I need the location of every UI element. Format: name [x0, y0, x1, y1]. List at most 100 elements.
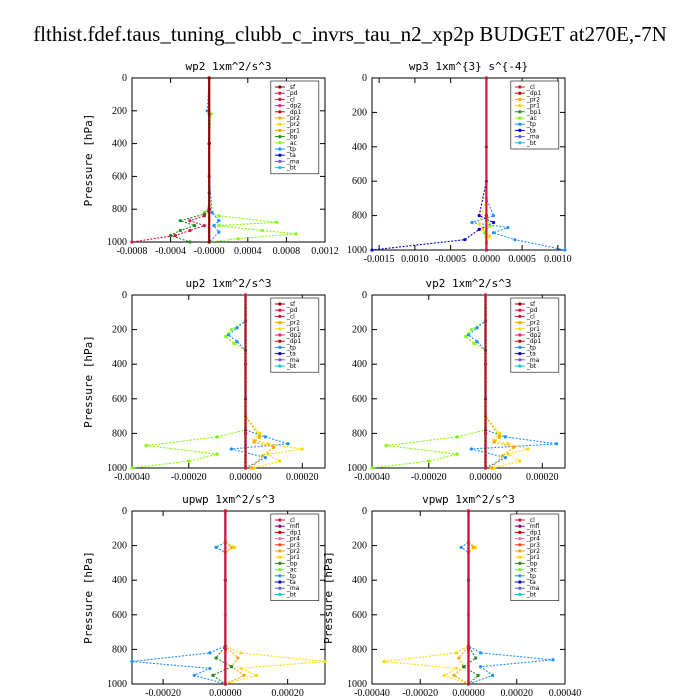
legend-marker: [518, 116, 522, 120]
legend-label: _pr2: [286, 121, 300, 128]
legend-label: _pd: [286, 90, 298, 97]
data-point: [243, 466, 248, 470]
data-point: [466, 578, 471, 582]
legend-label: _pr3: [526, 542, 540, 549]
data-point: [506, 226, 510, 230]
legend-marker: [518, 308, 522, 312]
data-point: [223, 647, 227, 652]
legend-label: _ac: [286, 140, 297, 147]
legend-marker: [518, 314, 522, 318]
legend-label: _ac: [526, 567, 537, 574]
data-point: [506, 442, 510, 446]
legend-marker: [278, 166, 282, 170]
legend-marker: [518, 543, 522, 547]
data-point: [478, 651, 483, 655]
legend-marker: [278, 537, 282, 541]
y-axis-label: Pressure [hPa]: [82, 335, 95, 428]
legend-label: _bp: [286, 560, 298, 567]
y-tick-label: 600: [352, 176, 367, 187]
data-point: [215, 452, 219, 456]
legend-label: _pr1: [526, 554, 540, 561]
data-point: [260, 454, 265, 458]
legend-marker: [278, 580, 282, 584]
legend-marker: [278, 135, 282, 139]
legend-marker: [278, 568, 282, 572]
legend-label: _ma: [286, 585, 300, 592]
data-point: [488, 234, 492, 238]
legend-label: _cl: [286, 96, 295, 103]
data-point: [475, 340, 479, 344]
panel-title: wp2 1xm^2/s^3: [185, 60, 271, 73]
legend-marker: [518, 302, 522, 306]
y-tick-label: 600: [112, 171, 127, 182]
y-tick-label: 600: [112, 394, 127, 405]
legend-marker: [278, 530, 282, 535]
legend-marker: [518, 352, 522, 356]
legend-label: _ac: [286, 567, 297, 574]
legend-marker: [278, 85, 282, 89]
panel-title: up2 1xm^2/s^3: [185, 277, 271, 290]
x-tick-label: 0.0008: [273, 246, 301, 257]
data-point: [454, 651, 459, 655]
legend-label: _pr2: [526, 320, 540, 327]
y-tick-label: 400: [352, 359, 367, 370]
legend-label: _pr4: [286, 536, 300, 543]
legend-label: _dp1: [286, 109, 302, 116]
data-point: [252, 440, 256, 444]
legend-label: _dp1: [286, 338, 302, 345]
data-point: [470, 220, 474, 225]
data-point: [483, 431, 488, 435]
legend-label: _ta: [286, 351, 296, 358]
data-point: [258, 435, 262, 439]
data-point: [173, 233, 178, 238]
series-line: [371, 78, 495, 251]
legend-label: _pr3: [286, 542, 300, 549]
data-point: [210, 210, 214, 215]
legend-label: _bt: [286, 165, 297, 172]
x-tick-label: 0.0010: [544, 254, 572, 265]
x-tick-label: -0.00020: [145, 688, 181, 699]
data-point: [217, 230, 221, 234]
data-point: [178, 219, 182, 223]
data-point: [459, 545, 463, 549]
legend-marker: [278, 314, 282, 318]
y-tick-label: 0: [362, 73, 367, 84]
data-point: [457, 656, 461, 660]
data-point: [211, 673, 215, 677]
data-point: [243, 431, 248, 435]
x-tick-label: 0.00020: [526, 472, 559, 483]
legend-label: _pr1: [286, 326, 300, 333]
x-tick-label: 0.0000: [473, 254, 501, 265]
legend-label: _pr4: [526, 536, 540, 543]
legend-label: _cl: [286, 313, 295, 320]
y-tick-label: 600: [352, 610, 367, 621]
data-point: [503, 456, 507, 460]
legend-box: [270, 80, 320, 175]
plot-frame: [131, 77, 326, 243]
legend-label: _dp1: [526, 90, 542, 97]
y-axis-label: Pressure [hPa]: [82, 551, 95, 644]
y-tick-label: 800: [112, 204, 127, 215]
x-tick-label: -0.00040: [354, 688, 390, 699]
data-point: [226, 333, 231, 337]
legend-marker: [518, 561, 522, 566]
legend-label: _sf: [286, 84, 296, 91]
data-point: [266, 452, 270, 456]
legend-label: _tp: [526, 573, 536, 580]
legend-label: _pr2: [286, 548, 300, 555]
data-point: [242, 673, 246, 677]
legend-marker: [278, 549, 282, 553]
y-tick-label: 800: [352, 211, 367, 222]
x-tick-label: 0.0012: [311, 246, 339, 257]
data-point: [474, 656, 478, 660]
data-point: [144, 443, 148, 448]
legend-label: _dp2: [286, 103, 302, 110]
legend-label: _pr1: [286, 127, 300, 134]
panel-title: upwp 1xm^2/s^3: [182, 493, 275, 506]
legend-label: _tp: [286, 573, 296, 580]
legend-marker: [518, 537, 522, 541]
y-tick-label: 0: [122, 506, 127, 517]
legend-marker: [278, 116, 282, 120]
legend-label: _pr2: [286, 115, 300, 122]
